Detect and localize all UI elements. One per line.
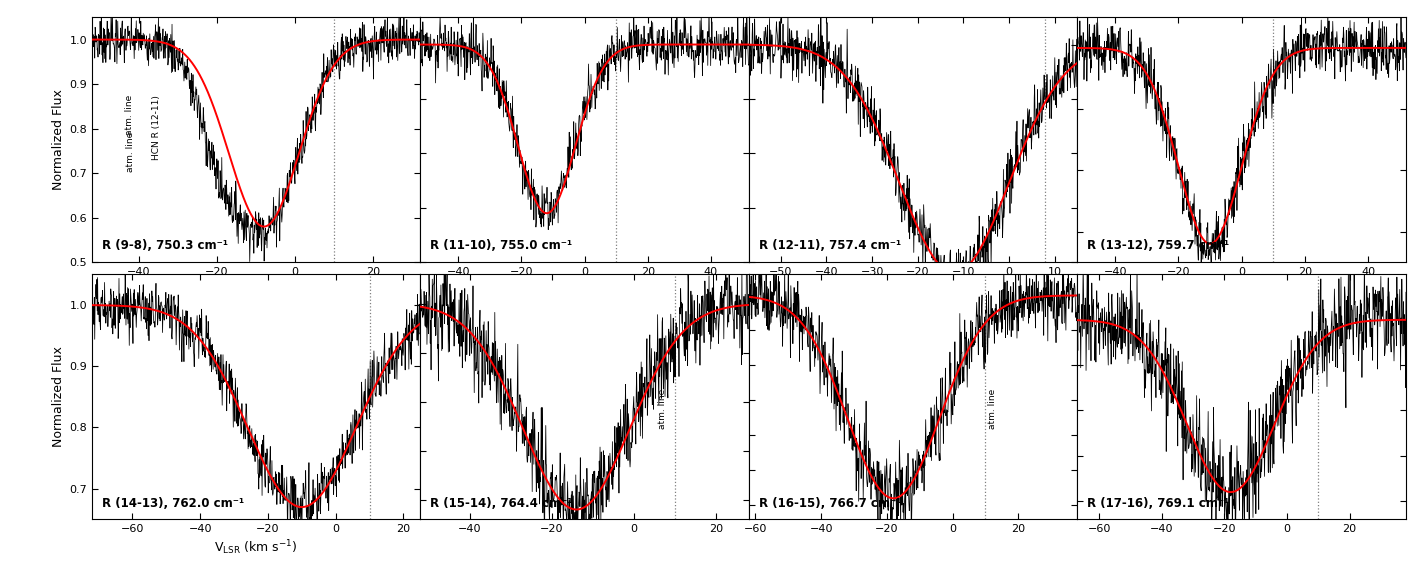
Text: R (17-16), 769.1 cm⁻¹: R (17-16), 769.1 cm⁻¹ bbox=[1087, 496, 1229, 509]
Text: R (15-14), 764.4 cm⁻¹: R (15-14), 764.4 cm⁻¹ bbox=[430, 496, 572, 509]
Text: HCN R (12-11): HCN R (12-11) bbox=[153, 95, 161, 160]
Text: R (13-12), 759.7 cm⁻¹: R (13-12), 759.7 cm⁻¹ bbox=[1087, 239, 1229, 252]
Text: R (16-15), 766.7 cm⁻¹: R (16-15), 766.7 cm⁻¹ bbox=[759, 496, 901, 509]
Text: atm. line: atm. line bbox=[988, 389, 998, 429]
Text: R (14-13), 762.0 cm⁻¹: R (14-13), 762.0 cm⁻¹ bbox=[102, 496, 244, 509]
Y-axis label: Normalized Flux: Normalized Flux bbox=[52, 89, 65, 190]
Text: R (9-8), 750.3 cm⁻¹: R (9-8), 750.3 cm⁻¹ bbox=[102, 239, 227, 252]
Text: atm. line: atm. line bbox=[126, 132, 136, 172]
X-axis label: V$_{\rm LSR}$ (km s$^{-1}$): V$_{\rm LSR}$ (km s$^{-1}$) bbox=[215, 538, 298, 557]
Text: atm. line: atm. line bbox=[126, 95, 134, 136]
Text: R (11-10), 755.0 cm⁻¹: R (11-10), 755.0 cm⁻¹ bbox=[430, 239, 572, 252]
Text: atm. line: atm. line bbox=[657, 389, 667, 429]
Y-axis label: Normalized Flux: Normalized Flux bbox=[52, 346, 65, 447]
Text: R (12-11), 757.4 cm⁻¹: R (12-11), 757.4 cm⁻¹ bbox=[759, 239, 901, 252]
